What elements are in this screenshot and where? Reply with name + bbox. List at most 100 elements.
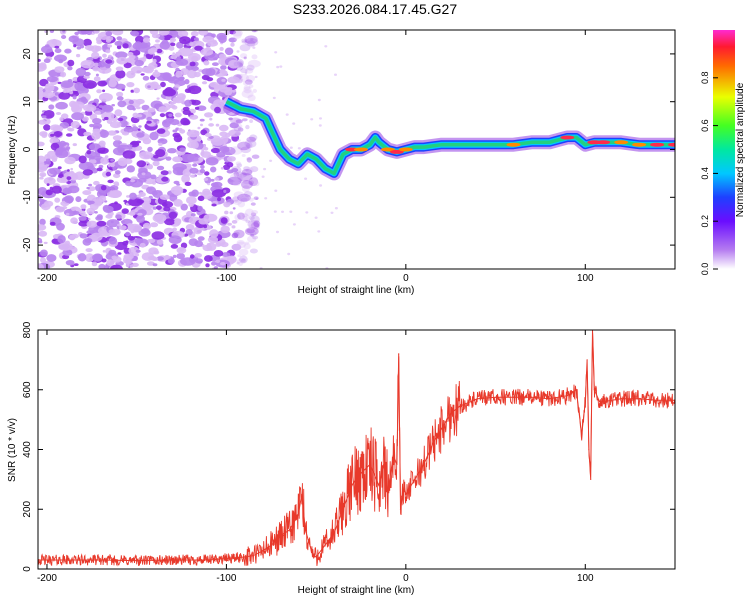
spectrogram-noise-blob — [248, 43, 255, 48]
spectrogram-noise-blob — [232, 196, 243, 205]
spectrogram-noise-blob — [97, 80, 108, 87]
spectrogram-noise-blob — [148, 255, 157, 261]
spectrogram-noise-blob — [243, 166, 251, 172]
spectrogram-noise-blob — [212, 62, 219, 66]
spectrogram-noise-blob — [61, 35, 67, 39]
spectrogram-noise-blob — [287, 252, 291, 256]
spectrogram-noise-blob — [241, 40, 248, 44]
figure-title: S233.2026.084.17.45.G27 — [293, 1, 457, 17]
spectrogram-noise-blob — [126, 195, 131, 198]
snr-data-point — [392, 454, 394, 457]
spectrogram-noise-blob — [334, 73, 337, 76]
spectrogram-noise-blob — [230, 166, 242, 175]
spectrogram-noise-blob — [248, 224, 255, 230]
spectrogram-noise-blob — [54, 197, 61, 203]
spectrogram-noise-blob — [123, 199, 128, 203]
spectrogram-noise-blob — [137, 212, 143, 216]
spectrogram-noise-blob — [236, 241, 247, 249]
spectrogram-noise-blob — [49, 167, 61, 175]
spectrogram-noise-blob — [318, 124, 322, 127]
spectrogram-noise-blob — [186, 196, 197, 205]
spectrogram-noise-blob — [72, 211, 80, 215]
spectrogram-noise-blob — [148, 238, 156, 243]
spectrogram-noise-blob — [100, 185, 107, 191]
spectrogram-noise-blob — [67, 127, 75, 132]
spectrogram-noise-blob — [160, 35, 165, 40]
spectrogram-noise-blob — [194, 106, 200, 110]
spectrogram-noise-blob — [243, 86, 252, 94]
spectrogram-noise-blob — [119, 225, 127, 231]
snr-ytick-label: 800 — [22, 321, 33, 338]
spectrogram-noise-blob — [175, 58, 189, 66]
spectrogram-noise-blob — [249, 134, 258, 141]
spectrogram-noise-blob — [305, 211, 309, 214]
spectrogram-noise-blob — [125, 240, 129, 244]
spectrogram-noise-blob — [178, 47, 194, 57]
spectrogram-noise-blob — [250, 215, 260, 224]
spectrogram-noise-blob — [160, 81, 166, 88]
snr-y-axis: 0 200 400 600 800 — [22, 321, 675, 572]
spectrogram-noise-blob — [158, 142, 163, 146]
snr-data-point — [261, 550, 263, 552]
spectrogram-noise-blob — [43, 241, 48, 245]
spectrogram-noise-blob — [220, 241, 229, 248]
spectrogram-noise-blob — [248, 180, 255, 185]
snr-data-point — [414, 478, 416, 480]
spectrogram-noise-blob — [238, 176, 243, 181]
spectrogram-noise-blob — [150, 81, 159, 89]
snr-data-point — [387, 490, 389, 492]
snr-data-point — [383, 463, 385, 465]
spectrogram-noise-blob — [264, 197, 268, 200]
spectrogram-noise-blob — [242, 213, 248, 218]
spectrogram-noise-blob — [109, 190, 122, 198]
spectrogram-noise-blob — [38, 141, 45, 147]
spectrogram-noise-blob — [198, 157, 204, 161]
spectrogram-noise-blob — [205, 263, 210, 268]
colorbar: 0.0 0.2 0.4 0.6 0.8 Normalized spectral ampl… — [700, 30, 746, 275]
spectrogram-noise-blob — [53, 43, 58, 46]
spectrogram-noise-blob — [182, 109, 191, 116]
spectrogram-noise-blob — [174, 218, 182, 226]
spectrogram-noise-blob — [105, 31, 113, 37]
spectrogram-noise-blob — [66, 176, 72, 181]
spectrogram-noise-blob — [39, 218, 46, 226]
spectrogram-noise-blob — [99, 129, 109, 138]
spectrogram-noise-blob — [159, 41, 171, 50]
spectrogram-noise-blob — [245, 124, 250, 130]
spectrogram-noise-blob — [219, 124, 229, 132]
spectrogram-noise-blob — [204, 112, 214, 118]
spectrogram-noise-blob — [249, 231, 257, 236]
spectrogram-noise-blob — [65, 260, 75, 266]
spectrogram-noise-blob — [163, 206, 171, 212]
spectrogram-noise-blob — [95, 215, 103, 221]
spectrogram-noise-blob — [134, 41, 142, 47]
spectrogram-noise-blob — [227, 76, 240, 84]
snr-data-point — [599, 401, 601, 403]
spectrogram-noise-blob — [46, 76, 59, 83]
spectrogram-noise-blob — [95, 158, 102, 163]
spectrogram-noise-blob — [38, 163, 48, 173]
spectrogram-noise-blob — [156, 128, 166, 134]
spectrogram-noise-blob — [234, 118, 243, 125]
spectrogram-noise-blob — [231, 117, 240, 124]
spectrogram-ytick-label: 10 — [22, 96, 33, 108]
spectrogram-noise-blob — [254, 75, 258, 79]
snr-data-point — [638, 398, 640, 400]
spectrogram-noise-blob — [62, 142, 67, 145]
spectrogram-noise-blob — [214, 106, 221, 114]
spectrogram-noise-blob — [279, 65, 283, 68]
spectrogram-noise-blob — [273, 210, 277, 213]
spectrogram-noise-blob — [158, 106, 168, 113]
spectrogram-noise-blob — [45, 158, 51, 162]
spectrogram-noise-blob — [143, 111, 148, 115]
spectrogram-noise-blob — [38, 240, 43, 244]
spectrogram-noise-blob — [82, 190, 92, 196]
spectrogram-noise-blob — [72, 95, 77, 100]
snr-series-line — [38, 330, 675, 562]
spectrogram-noise-blob — [158, 30, 170, 36]
spectrogram-noise-blob — [209, 117, 213, 121]
spectrogram-noise-blob — [174, 112, 182, 118]
snr-data-point — [399, 508, 402, 510]
spectrogram-noise-blob — [98, 195, 107, 202]
spectrogram-noise-blob — [135, 249, 141, 253]
